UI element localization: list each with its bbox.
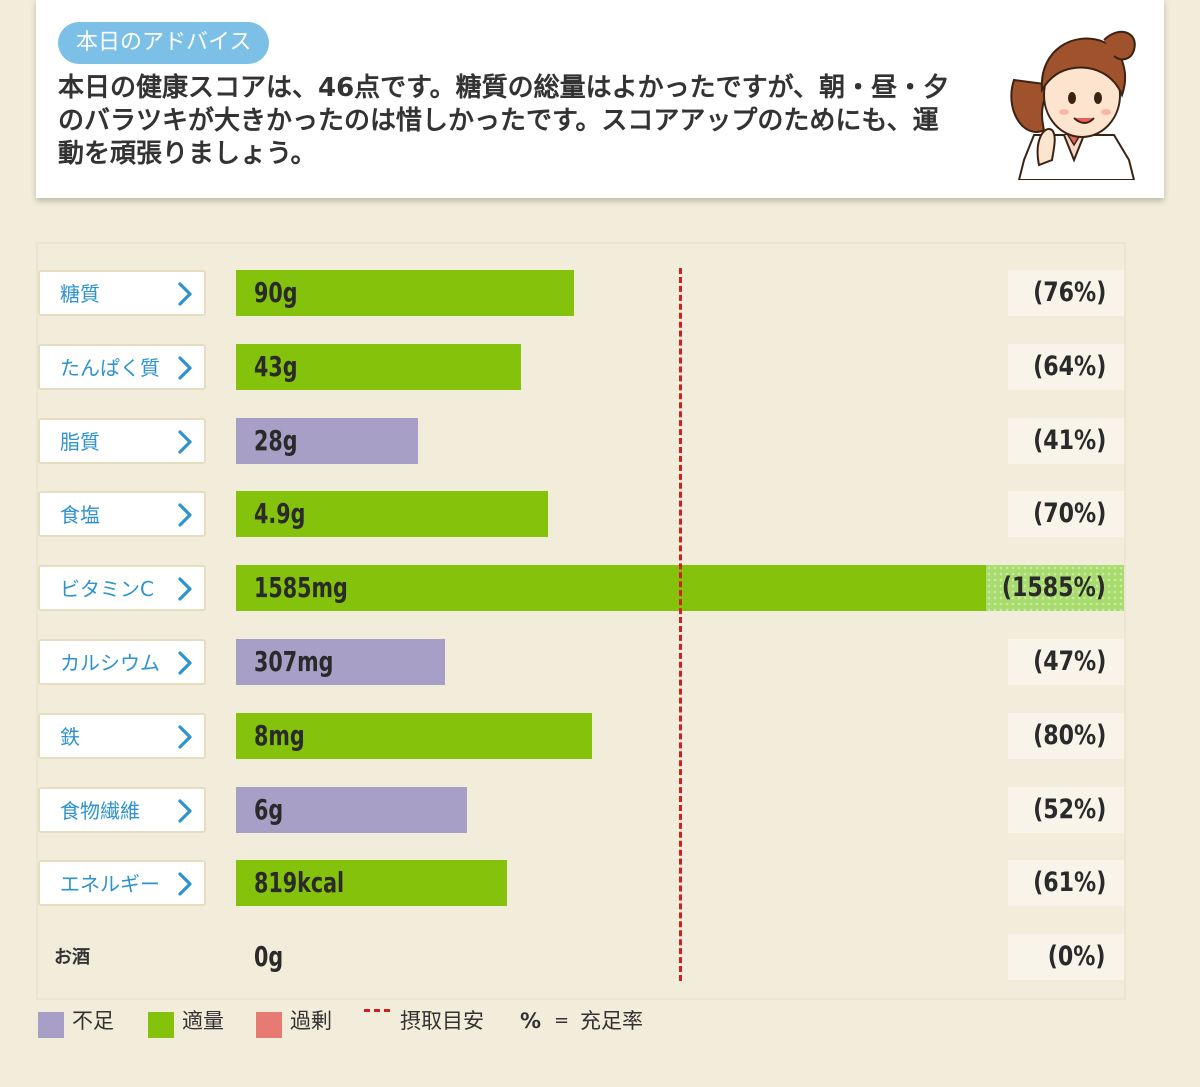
nutrient-button[interactable]: たんぱく質 bbox=[38, 344, 206, 390]
legend-swatch-excess bbox=[256, 1012, 282, 1038]
legend: 不足 適量 過剰 摂取目安 % = 充足率 bbox=[38, 1006, 738, 1040]
nutrient-button[interactable]: 食塩 bbox=[38, 491, 206, 537]
percent-box bbox=[1008, 639, 1124, 685]
bar bbox=[236, 270, 575, 316]
nutrient-label: 食塩 bbox=[60, 503, 100, 527]
bar bbox=[236, 418, 419, 464]
chevron-right-icon bbox=[178, 872, 192, 896]
nutrient-button[interactable]: 脂質 bbox=[38, 418, 206, 464]
data-label: 1585mg bbox=[254, 571, 348, 604]
legend-equals: = bbox=[554, 1010, 570, 1031]
percent-label: (41%) bbox=[1032, 425, 1106, 456]
advice-badge: 本日のアドバイス bbox=[58, 22, 270, 64]
percent-box bbox=[1008, 418, 1124, 464]
chart-row: 食塩 4.9g (70%) bbox=[0, 491, 1200, 539]
percent-box bbox=[1008, 491, 1124, 537]
bar bbox=[236, 713, 592, 759]
percent-label: (61%) bbox=[1032, 867, 1106, 898]
chart-row: 脂質 28g (41%) bbox=[0, 418, 1200, 466]
chart-row: お酒 0g (0%) bbox=[0, 934, 1200, 982]
percent-box bbox=[1008, 713, 1124, 759]
data-label: 90g bbox=[254, 276, 298, 309]
chart-row: エネルギー 819kcal (61%) bbox=[0, 860, 1200, 908]
nutrient-button[interactable]: 食物繊維 bbox=[38, 787, 206, 833]
nutrient-label: 鉄 bbox=[60, 725, 80, 749]
chart-row: ビタミンC 1585mg (1585%) bbox=[0, 565, 1200, 613]
percent-label: (52%) bbox=[1032, 794, 1106, 825]
bar bbox=[236, 344, 521, 390]
percent-label: (0%) bbox=[1048, 941, 1106, 972]
data-label: 28g bbox=[254, 424, 298, 457]
chart-row: 鉄 8mg (80%) bbox=[0, 713, 1200, 761]
chevron-right-icon bbox=[178, 725, 192, 749]
nutrient-label: 脂質 bbox=[60, 430, 100, 454]
chart-row: カルシウム 307mg (47%) bbox=[0, 639, 1200, 687]
legend-label-shortage: 不足 bbox=[72, 1009, 114, 1033]
percent-box bbox=[1008, 860, 1124, 906]
chart-row: 食物繊維 6g (52%) bbox=[0, 787, 1200, 835]
chart-area bbox=[36, 242, 1126, 1000]
chevron-right-icon bbox=[178, 430, 192, 454]
nutrient-label: お酒 bbox=[54, 947, 90, 968]
nutrient-button[interactable]: 糖質 bbox=[38, 270, 206, 316]
bar bbox=[236, 787, 468, 833]
nutrient-button[interactable]: ビタミンC bbox=[38, 565, 206, 611]
percent-label: (64%) bbox=[1032, 351, 1106, 382]
nutrient-button[interactable]: 鉄 bbox=[38, 713, 206, 759]
nutrient-label: 糖質 bbox=[60, 282, 100, 306]
legend-swatch-adequate bbox=[148, 1012, 174, 1038]
reference-line bbox=[679, 268, 682, 981]
nutrient-label: ビタミンC bbox=[60, 577, 154, 601]
chart-row: 糖質 90g (76%) bbox=[0, 270, 1200, 318]
advice-text: 本日の健康スコアは、46点です。糖質の総量はよかったですが、朝・昼・夕のバラツキ… bbox=[58, 73, 950, 169]
percent-box bbox=[1008, 787, 1124, 833]
chevron-right-icon bbox=[178, 282, 192, 306]
legend-label-reference: 摂取目安 bbox=[400, 1009, 484, 1033]
percent-label: (80%) bbox=[1032, 720, 1106, 751]
percent-label: (70%) bbox=[1032, 498, 1106, 529]
percent-box bbox=[1008, 934, 1124, 980]
chevron-right-icon bbox=[178, 356, 192, 380]
data-label: 307mg bbox=[254, 645, 334, 678]
percent-label: (76%) bbox=[1032, 277, 1106, 308]
bar bbox=[236, 860, 508, 906]
chevron-right-icon bbox=[178, 503, 192, 527]
bar-overflow bbox=[986, 565, 1124, 611]
chevron-right-icon bbox=[178, 799, 192, 823]
nutrient-label: カルシウム bbox=[60, 651, 160, 675]
nutrient-label: エネルギー bbox=[60, 872, 160, 896]
legend-percent-symbol: % bbox=[520, 1009, 542, 1033]
bar bbox=[236, 565, 986, 611]
nutrient-button[interactable]: エネルギー bbox=[38, 860, 206, 906]
nutrient-label: たんぱく質 bbox=[60, 356, 160, 380]
nutrient-label: 食物繊維 bbox=[60, 799, 140, 823]
data-label: 6g bbox=[254, 793, 284, 826]
percent-label: (1585%) bbox=[1001, 572, 1106, 603]
legend-label-excess: 過剰 bbox=[290, 1009, 332, 1033]
legend-label-percent-meaning: 充足率 bbox=[580, 1009, 643, 1033]
chevron-right-icon bbox=[178, 577, 192, 601]
chevron-right-icon bbox=[178, 651, 192, 675]
legend-dash-reference bbox=[364, 1009, 390, 1012]
nutrient-button[interactable]: カルシウム bbox=[38, 639, 206, 685]
data-label: 4.9g bbox=[254, 497, 306, 530]
percent-box bbox=[1008, 270, 1124, 316]
data-label: 819kcal bbox=[254, 866, 345, 899]
data-label: 8mg bbox=[254, 719, 305, 752]
percent-box bbox=[1008, 344, 1124, 390]
bar bbox=[236, 639, 446, 685]
legend-label-adequate: 適量 bbox=[182, 1009, 224, 1033]
legend-swatch-shortage bbox=[38, 1012, 64, 1038]
percent-label: (47%) bbox=[1032, 646, 1106, 677]
bar bbox=[236, 491, 548, 537]
data-label: 43g bbox=[254, 350, 298, 383]
data-label: 0g bbox=[254, 940, 284, 973]
chart-row: たんぱく質 43g (64%) bbox=[0, 344, 1200, 392]
doctor-illustration bbox=[1010, 30, 1136, 180]
